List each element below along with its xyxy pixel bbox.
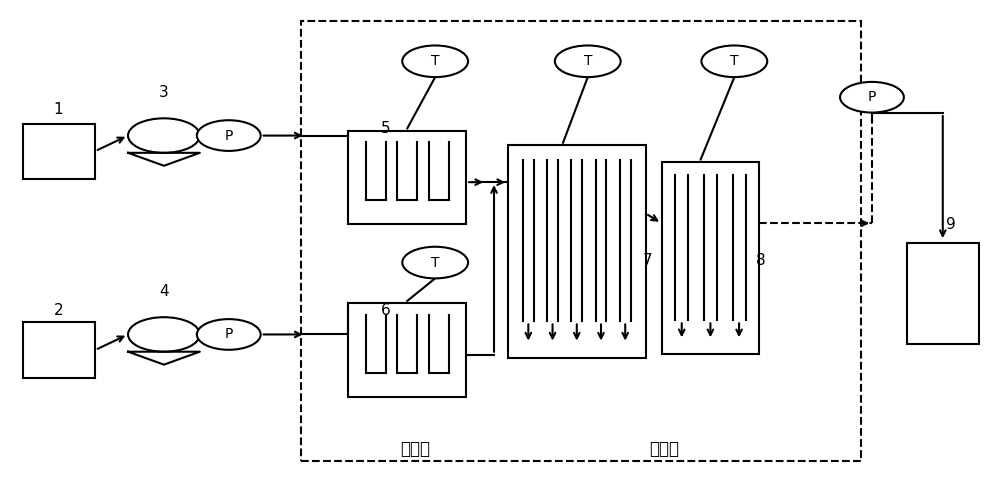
Text: 4: 4 xyxy=(159,284,169,299)
Bar xyxy=(348,131,466,224)
Text: T: T xyxy=(431,255,439,269)
Bar xyxy=(662,162,759,354)
Text: P: P xyxy=(225,327,233,341)
Circle shape xyxy=(197,120,261,151)
Circle shape xyxy=(701,45,767,77)
Text: 6: 6 xyxy=(380,303,390,318)
Text: 7: 7 xyxy=(643,253,652,268)
Bar xyxy=(23,123,95,179)
Circle shape xyxy=(128,317,200,352)
Text: T: T xyxy=(431,54,439,68)
Bar xyxy=(907,243,979,344)
Text: 2: 2 xyxy=(53,303,63,318)
Bar xyxy=(348,303,466,397)
Text: 3: 3 xyxy=(159,85,169,100)
Circle shape xyxy=(402,247,468,279)
Text: P: P xyxy=(868,90,876,104)
Text: P: P xyxy=(225,129,233,143)
Circle shape xyxy=(197,319,261,350)
Text: 8: 8 xyxy=(756,253,766,268)
Text: 5: 5 xyxy=(381,121,390,136)
Text: 1: 1 xyxy=(53,102,63,117)
Text: 反应区: 反应区 xyxy=(650,441,680,458)
Circle shape xyxy=(128,118,200,153)
Circle shape xyxy=(555,45,621,77)
Text: T: T xyxy=(730,54,739,68)
Text: 9: 9 xyxy=(946,217,956,232)
Circle shape xyxy=(402,45,468,77)
Text: T: T xyxy=(584,54,592,68)
Bar xyxy=(301,21,861,461)
Bar xyxy=(23,322,95,377)
Text: 预热区: 预热区 xyxy=(400,441,430,458)
Bar xyxy=(508,145,646,359)
Circle shape xyxy=(840,82,904,113)
